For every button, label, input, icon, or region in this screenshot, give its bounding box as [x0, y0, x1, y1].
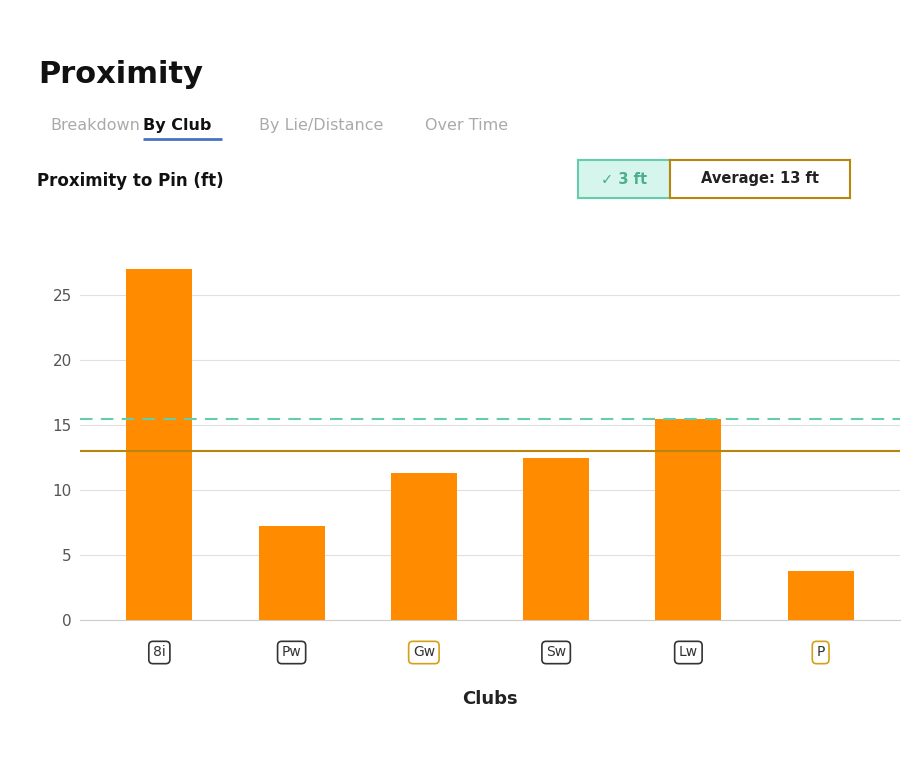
Text: Over Time: Over Time: [425, 118, 508, 133]
Text: By Club: By Club: [143, 118, 212, 133]
Bar: [655, 419, 722, 620]
Text: Sw: Sw: [546, 646, 566, 659]
Text: ✓ 3 ft: ✓ 3 ft: [601, 171, 647, 186]
Text: Gw: Gw: [413, 646, 435, 659]
Text: Average: 13 ft: Average: 13 ft: [701, 171, 819, 186]
Text: Breakdown: Breakdown: [51, 118, 140, 133]
Text: By Lie/Distance: By Lie/Distance: [259, 118, 383, 133]
Bar: [127, 269, 192, 620]
Text: 8i: 8i: [153, 646, 165, 659]
Text: Proximity to Pin (ft): Proximity to Pin (ft): [37, 172, 224, 190]
Bar: [391, 473, 457, 620]
Text: Pw: Pw: [282, 646, 301, 659]
Bar: [787, 571, 854, 620]
Text: Proximity: Proximity: [38, 60, 203, 89]
Text: P: P: [817, 646, 825, 659]
Bar: [523, 458, 590, 620]
Text: Clubs: Clubs: [462, 690, 517, 708]
Bar: [259, 526, 324, 620]
Text: Lw: Lw: [679, 646, 698, 659]
